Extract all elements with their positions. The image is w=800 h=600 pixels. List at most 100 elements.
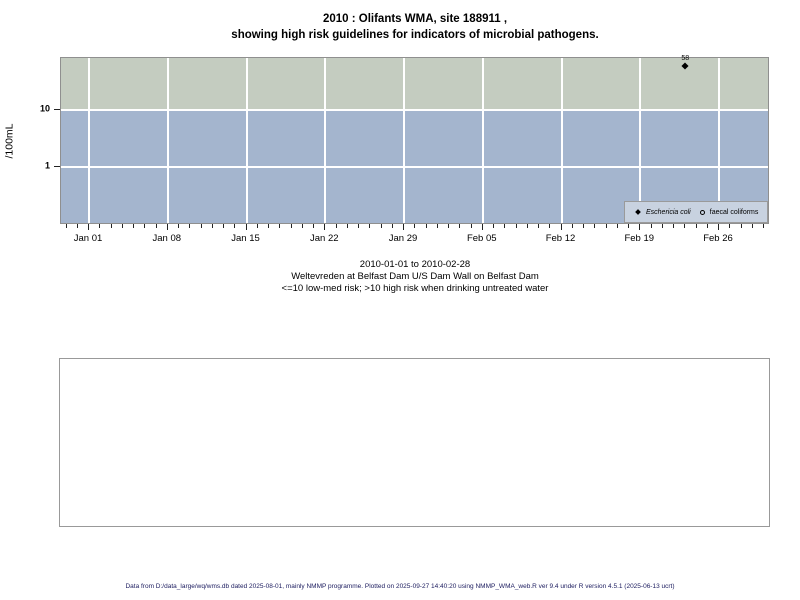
- x-tick-label: Jan 15: [231, 233, 260, 244]
- x-minor-tick: [155, 224, 157, 228]
- x-minor-tick: [133, 224, 134, 228]
- x-minor-tick: [301, 224, 303, 228]
- x-major-tick: [324, 224, 326, 230]
- x-minor-tick: [448, 224, 449, 228]
- x-minor-tick: [211, 224, 213, 228]
- x-tick-label: Feb 26: [703, 233, 733, 244]
- legend: Eschericia coli faecal coliforms: [624, 201, 768, 223]
- horizontal-gridline: [61, 166, 768, 168]
- x-axis: Jan 01 Jan 08 Jan 15 Jan 22 Jan 29 Feb 05 Feb …: [60, 224, 769, 254]
- chart-title-line1: 2010 : Olifants WMA, site 188911 ,: [322, 13, 508, 25]
- high-risk-band: [61, 58, 768, 110]
- x-tick-label: Feb 05: [466, 233, 497, 244]
- x-minor-tick: [99, 224, 101, 228]
- x-minor-tick: [684, 224, 686, 228]
- x-minor-tick: [358, 224, 359, 228]
- filled-diamond-icon: [635, 209, 641, 215]
- vertical-gridline: [403, 58, 405, 223]
- x-minor-tick: [493, 224, 494, 228]
- y-tick-label: 10: [39, 103, 50, 114]
- x-minor-tick: [414, 224, 416, 228]
- x-minor-tick: [369, 224, 371, 228]
- chart-subtitle: 2010-01-01 to 2010-02-28 Weltevreden at …: [60, 259, 770, 295]
- x-minor-tick: [650, 224, 652, 228]
- chart-title-line2: showing high risk guidelines for indicat…: [231, 29, 599, 41]
- x-minor-tick: [223, 224, 224, 228]
- chart-title: 2010 : Olifants WMA, site 188911 , showi…: [60, 11, 770, 43]
- x-minor-tick: [234, 224, 236, 228]
- subtitle-date-range: 2010-01-01 to 2010-02-28: [359, 259, 471, 270]
- y-tick-label: 1: [44, 160, 50, 171]
- x-minor-tick: [279, 224, 281, 228]
- x-minor-tick: [110, 224, 112, 228]
- x-minor-tick: [706, 224, 708, 228]
- x-minor-tick: [751, 224, 753, 228]
- x-minor-tick: [538, 224, 539, 228]
- x-minor-tick: [121, 224, 123, 228]
- empty-panel: [59, 358, 770, 527]
- x-minor-tick: [504, 224, 506, 228]
- x-minor-tick: [76, 224, 78, 228]
- x-minor-tick: [673, 224, 674, 228]
- vertical-gridline: [166, 58, 169, 223]
- x-minor-tick: [335, 224, 337, 228]
- x-minor-tick: [290, 224, 292, 228]
- legend-label-faecal-coliforms: faecal coliforms: [709, 208, 759, 216]
- x-minor-tick: [189, 224, 191, 228]
- x-minor-tick: [178, 224, 179, 228]
- x-major-tick: [88, 224, 89, 230]
- x-minor-tick: [313, 224, 314, 228]
- x-tick-label: Jan 29: [388, 233, 418, 244]
- x-minor-tick: [549, 224, 551, 228]
- open-circle-icon: [699, 209, 705, 215]
- x-minor-tick: [65, 224, 67, 228]
- x-major-tick: [639, 224, 641, 230]
- vertical-gridline: [718, 58, 720, 223]
- x-major-tick: [481, 224, 483, 230]
- x-minor-tick: [605, 224, 607, 228]
- subtitle-risk-guideline: <=10 low-med risk; >10 high risk when dr…: [281, 283, 549, 294]
- x-minor-tick: [515, 224, 517, 228]
- x-minor-tick: [583, 224, 584, 228]
- x-minor-tick: [628, 224, 629, 228]
- vertical-gridline: [324, 58, 327, 223]
- x-minor-tick: [763, 224, 764, 228]
- plot-area: 58 Eschericia coli faecal coliforms: [60, 54, 769, 224]
- x-minor-tick: [616, 224, 618, 228]
- x-minor-tick: [256, 224, 258, 228]
- x-tick-label: Feb 12: [545, 233, 576, 244]
- vertical-gridline: [560, 58, 563, 223]
- x-minor-tick: [526, 224, 528, 228]
- x-tick-label: Jan 22: [309, 233, 339, 244]
- horizontal-gridline: [61, 109, 768, 111]
- x-minor-tick: [425, 224, 427, 228]
- x-minor-tick: [740, 224, 742, 228]
- data-point-label: 58: [681, 54, 690, 62]
- x-minor-tick: [729, 224, 731, 228]
- footer-caption: Data from D:/data_large/wq/wms.db dated …: [125, 583, 675, 590]
- vertical-gridline: [245, 58, 248, 223]
- vertical-gridline: [88, 58, 90, 223]
- x-major-tick: [718, 224, 719, 230]
- y-axis: 10 1: [0, 57, 60, 224]
- x-minor-tick: [661, 224, 663, 228]
- x-tick-label: Jan 01: [73, 233, 103, 244]
- subtitle-site-description: Weltevreden at Belfast Dam U/S Dam Wall …: [291, 271, 539, 282]
- vertical-gridline: [481, 58, 484, 223]
- x-minor-tick: [470, 224, 472, 228]
- x-minor-tick: [459, 224, 461, 228]
- x-minor-tick: [144, 224, 146, 228]
- x-minor-tick: [268, 224, 269, 228]
- x-minor-tick: [346, 224, 348, 228]
- x-major-tick: [166, 224, 168, 230]
- y-tick: [54, 109, 60, 110]
- x-major-tick: [560, 224, 562, 230]
- y-tick: [54, 166, 60, 167]
- x-tick-label: Jan 08: [152, 233, 182, 244]
- x-minor-tick: [436, 224, 438, 228]
- x-minor-tick: [380, 224, 382, 228]
- vertical-gridline: [639, 58, 642, 223]
- x-minor-tick: [200, 224, 202, 228]
- x-major-tick: [245, 224, 247, 230]
